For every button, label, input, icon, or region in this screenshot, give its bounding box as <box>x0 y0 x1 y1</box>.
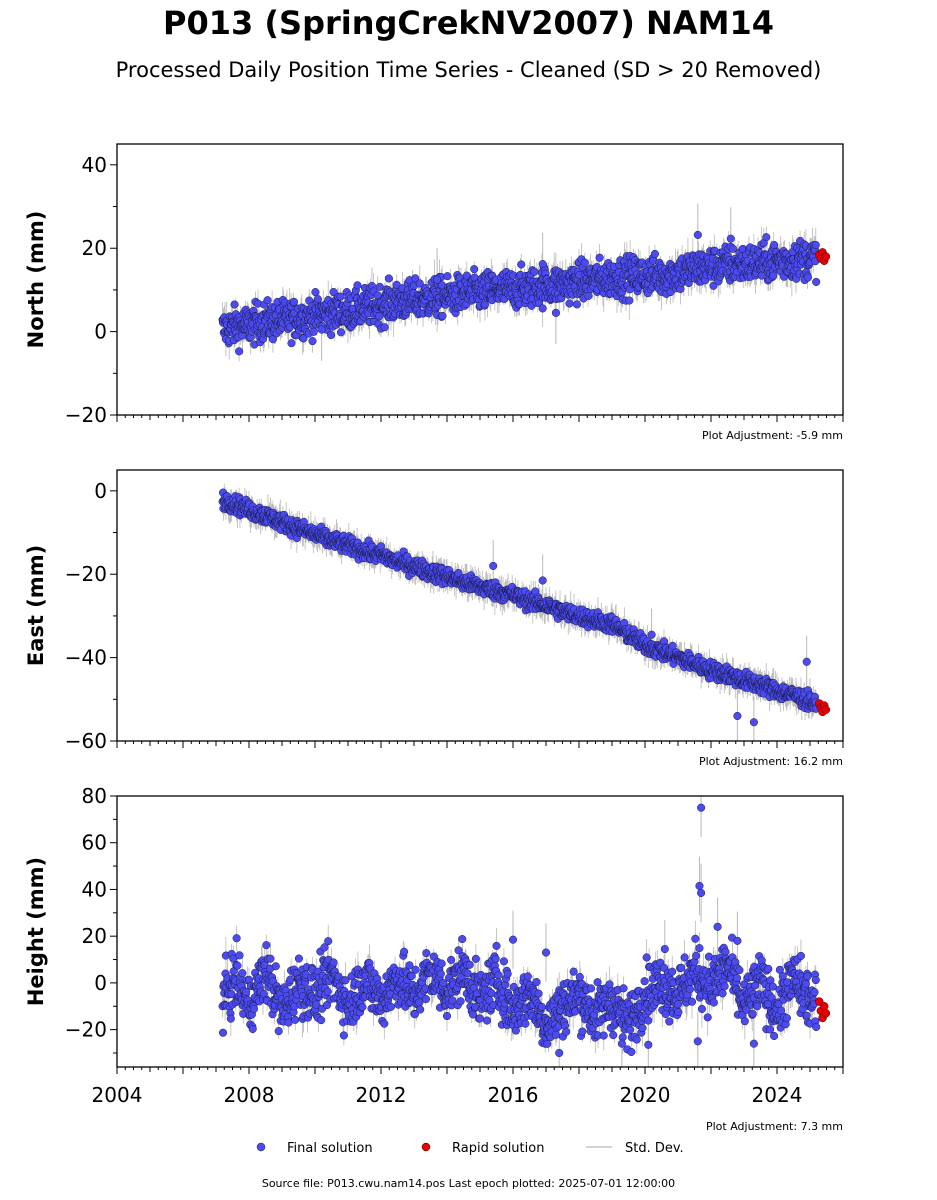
final-solution-point <box>438 311 447 320</box>
final-solution-point <box>308 337 317 346</box>
y-axis-label: North (mm) <box>24 211 48 349</box>
y-tick-label: −60 <box>65 729 107 753</box>
y-axis-label: East (mm) <box>24 545 48 666</box>
plot-adjustment-label: Plot Adjustment: 16.2 mm <box>699 755 843 768</box>
final-solution-point <box>580 258 589 267</box>
final-solution-point <box>668 641 677 650</box>
final-solution-point <box>770 240 779 250</box>
final-solution-point <box>443 272 452 281</box>
final-solution-outlier <box>489 561 498 570</box>
page-title: P013 (SpringCrekNV2007) NAM14 <box>163 4 774 42</box>
final-solution-point <box>584 291 593 300</box>
final-solution-outlier <box>433 275 442 284</box>
plot-area <box>218 796 831 1067</box>
final-solution-point <box>811 240 820 250</box>
final-solution-point <box>329 287 338 297</box>
final-solution-point <box>757 271 766 280</box>
y-tick-label: 0 <box>94 479 107 503</box>
final-solution-point <box>812 277 821 286</box>
y-tick-label: −20 <box>65 562 107 586</box>
final-solution-point <box>230 300 239 309</box>
final-solution-point <box>336 328 346 337</box>
final-solution-outlier <box>551 308 560 317</box>
final-solution-outlier <box>802 657 811 666</box>
final-solution-point <box>299 334 308 343</box>
final-solution-point <box>572 300 581 309</box>
final-solution-point <box>336 292 345 301</box>
final-solution-point <box>327 330 336 340</box>
final-solution-point <box>311 288 320 297</box>
final-solution-point <box>373 291 382 300</box>
final-solution-point <box>530 267 539 276</box>
final-solution-outlier <box>726 234 735 243</box>
final-solution-point <box>353 281 362 290</box>
final-solution-outlier <box>749 718 758 727</box>
plot-area <box>218 203 831 362</box>
y-tick-label: −20 <box>65 403 107 427</box>
final-solution-point <box>595 253 604 262</box>
final-solution-outlier <box>647 630 656 639</box>
rapid-solution-point <box>821 252 831 261</box>
final-solution-outlier <box>693 230 702 239</box>
final-solution-outlier <box>538 260 547 269</box>
final-solution-point <box>263 296 272 305</box>
page-subtitle: Processed Daily Position Time Series - C… <box>115 58 822 82</box>
y-tick-label: −40 <box>65 646 107 670</box>
final-solution-point <box>803 273 812 282</box>
final-solution-outlier <box>317 325 326 334</box>
y-tick-label: 40 <box>82 153 107 177</box>
final-solution-point <box>375 312 384 321</box>
final-solution-point <box>313 295 322 304</box>
final-solution-outlier <box>733 711 742 721</box>
final-solution-point <box>762 233 771 242</box>
final-solution-point <box>289 297 299 306</box>
final-solution-point <box>769 271 778 280</box>
y-tick-label: 0 <box>94 320 107 344</box>
final-solution-point <box>309 327 318 336</box>
final-solution-point <box>517 260 526 269</box>
final-solution-point <box>411 274 420 283</box>
final-solution-outlier <box>538 576 547 585</box>
final-solution-point <box>650 249 659 258</box>
final-solution-point <box>235 347 244 356</box>
y-tick-label: 20 <box>82 236 107 260</box>
final-solution-point <box>415 279 424 288</box>
final-solution-point <box>392 280 401 289</box>
final-solution-point <box>625 296 634 305</box>
final-solution-point <box>470 265 479 274</box>
final-solution-point <box>384 274 393 283</box>
plot-area <box>218 483 831 741</box>
final-solution-point <box>565 299 574 308</box>
panel-east: −60 −40 −20 0 East (mm) Plot Adjustment: 16.2… <box>24 469 844 768</box>
final-solution-point <box>728 244 737 253</box>
plot-adjustment-label: Plot Adjustment: -5.9 mm <box>702 429 843 442</box>
final-solution-point <box>287 339 296 348</box>
final-solution-point <box>380 323 389 332</box>
rapid-solution-point <box>821 705 831 714</box>
final-solution-point <box>538 304 547 313</box>
panel-north: −20 0 20 40 North (mm) Plot Adjustment: -5.9 … <box>24 143 844 442</box>
final-solution-point <box>454 568 463 578</box>
